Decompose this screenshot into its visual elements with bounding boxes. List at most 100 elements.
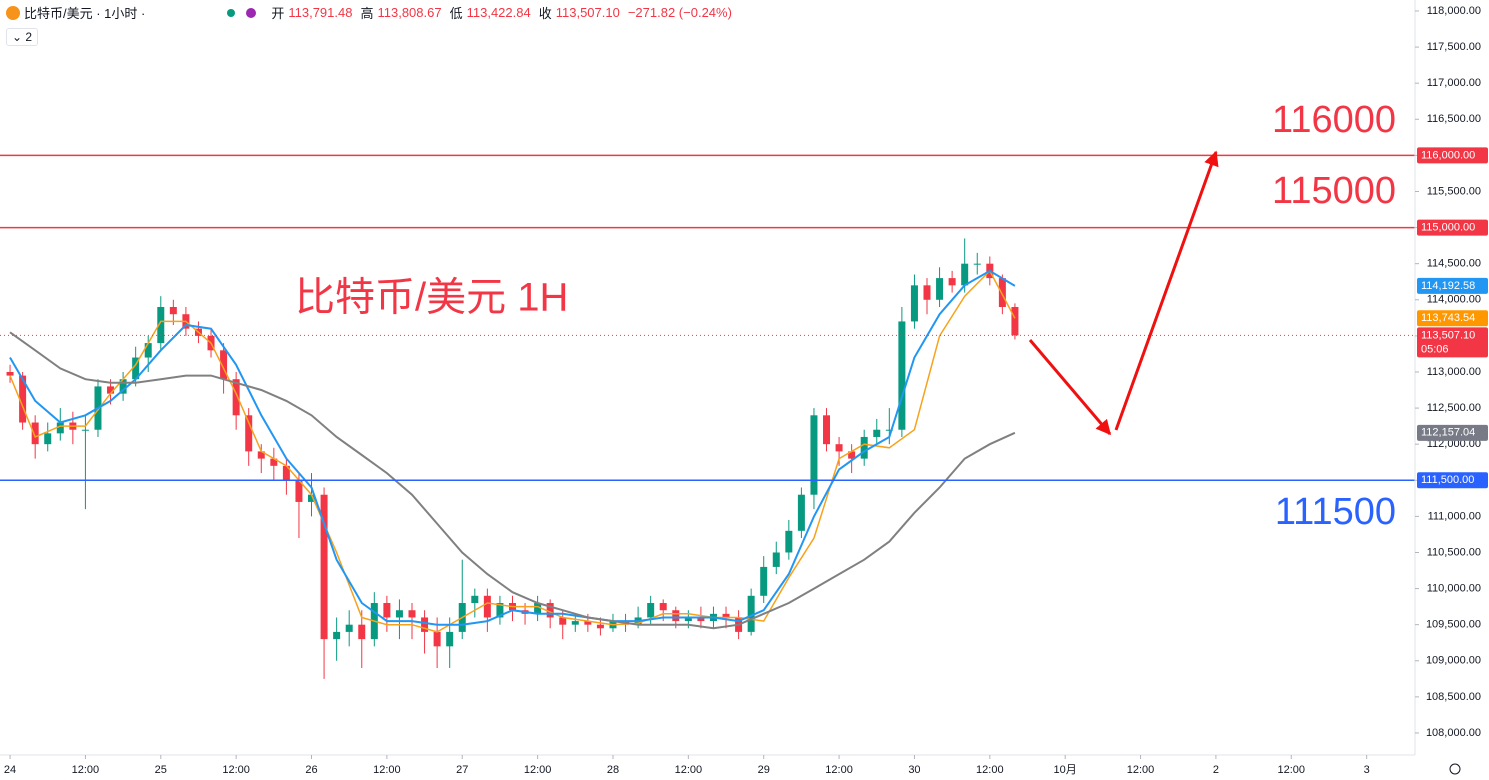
ohlc-key: 开 [271, 6, 285, 21]
y-tick-label: 109,000.00 [1426, 655, 1481, 667]
candle-body [232, 379, 240, 416]
ohlc-key: 收 [538, 6, 552, 21]
settings-icon[interactable] [1449, 763, 1461, 775]
symbol[interactable]: 比特币/美元 · 1小时 · [24, 6, 146, 21]
x-tick-label: 24 [4, 764, 16, 776]
x-tick-label: 12:00 [72, 764, 100, 776]
ohlc-key: 低 [449, 6, 463, 21]
candle-body [270, 458, 278, 466]
candle-body [910, 285, 918, 322]
candle-body [898, 321, 906, 430]
candle-body [483, 595, 491, 618]
candle-body [496, 603, 504, 618]
candle-body [144, 343, 152, 358]
candle-body [584, 621, 592, 625]
candle-body [873, 429, 881, 437]
x-tick-label: 12:00 [825, 764, 853, 776]
candle-body [358, 624, 366, 640]
x-tick-label: 3 [1364, 764, 1370, 776]
candle-body [257, 451, 265, 459]
candle-body [132, 357, 140, 380]
price-tag [1417, 219, 1488, 236]
ohlc-value: 113,422.84 [466, 5, 531, 20]
ohlc-value: 113,791.48 [288, 5, 353, 20]
x-tick-label: 2 [1213, 764, 1219, 776]
current-price-tag [1417, 327, 1488, 358]
candle-body [810, 415, 818, 495]
candle-body [722, 613, 730, 618]
y-tick-label: 116,500.00 [1427, 113, 1481, 125]
ohlc-key: 高 [360, 6, 374, 21]
x-tick-label: 12:00 [1278, 764, 1306, 776]
y-tick-label: 110,500.00 [1427, 546, 1481, 558]
indicator-count[interactable]: ⌄ 2 [6, 28, 39, 46]
candle-body [760, 566, 768, 596]
candle-body [282, 465, 290, 481]
candle-body [320, 494, 328, 640]
x-tick-label: 12:00 [222, 764, 250, 776]
status-icons [227, 7, 257, 18]
plot-area [0, 154, 1415, 679]
price-tag-label: 111,500.00 [1421, 474, 1474, 486]
x-tick-label: 30 [908, 764, 920, 776]
level-annotation: 116000 [1272, 99, 1396, 141]
candle-body [308, 494, 316, 502]
candle-body [672, 610, 680, 622]
x-tick-label: 27 [456, 764, 468, 776]
candle-body [923, 285, 931, 300]
price-tag [1417, 424, 1488, 441]
arrow-down [1028, 339, 1112, 436]
y-tick-label: 117,000.00 [1427, 77, 1481, 89]
candle-body [6, 371, 14, 376]
countdown-label: 05:06 [1421, 343, 1449, 355]
candle-body [659, 603, 667, 611]
candle-body [119, 379, 127, 394]
y-tick-label: 114,000.00 [1427, 294, 1481, 306]
level-annotation: 111500 [1275, 491, 1396, 533]
candle-body [31, 422, 39, 445]
chart-title: 比特币/美元 1H [295, 276, 568, 320]
candle-body [835, 444, 843, 452]
ohlc-value: 113,507.10 [555, 5, 620, 20]
candle-body [107, 386, 115, 394]
candle-body [546, 603, 554, 618]
price-tag [1417, 147, 1488, 164]
candle-body [446, 631, 454, 647]
candle-body [973, 263, 981, 265]
price-tag [1417, 310, 1488, 327]
candle-body [684, 617, 692, 622]
candle-body [961, 263, 969, 286]
candle-body [647, 603, 655, 618]
candle-body [19, 375, 27, 423]
x-tick-label: 29 [758, 764, 770, 776]
candle-body [220, 350, 228, 380]
y-tick-label: 112,500.00 [1427, 402, 1481, 414]
candle-body [295, 480, 303, 502]
y-tick-label: 112,000.00 [1427, 438, 1481, 450]
y-tick-label: 110,000.00 [1427, 582, 1481, 594]
candle-body [157, 306, 165, 344]
candle-body [345, 624, 353, 632]
candle-body [860, 436, 868, 459]
price-tag-label: 114,192.58 [1421, 280, 1475, 292]
candle-body [559, 617, 567, 625]
candle-body [697, 617, 705, 622]
moving-average [9, 331, 1016, 630]
y-tick-label: 113,000.00 [1427, 366, 1481, 378]
candle-body [772, 552, 780, 567]
candle-body [998, 278, 1006, 307]
candle-body [534, 603, 542, 614]
y-tick-label: 109,500.00 [1426, 619, 1481, 631]
candle-body [433, 631, 441, 647]
y-tick-label: 114,500.00 [1427, 258, 1481, 270]
y-tick-label: 111,000.00 [1428, 510, 1481, 522]
x-tick-label: 25 [155, 764, 167, 776]
x-tick-label: 12:00 [675, 764, 703, 776]
price-tag-label: 115,000.00 [1421, 221, 1475, 233]
y-tick-label: 108,000.00 [1426, 727, 1481, 739]
candle-body [785, 530, 793, 553]
price-tag-label: 116,000.00 [1421, 149, 1475, 161]
candle-body [56, 422, 64, 434]
price-tag-label: 112,157.04 [1421, 427, 1475, 439]
